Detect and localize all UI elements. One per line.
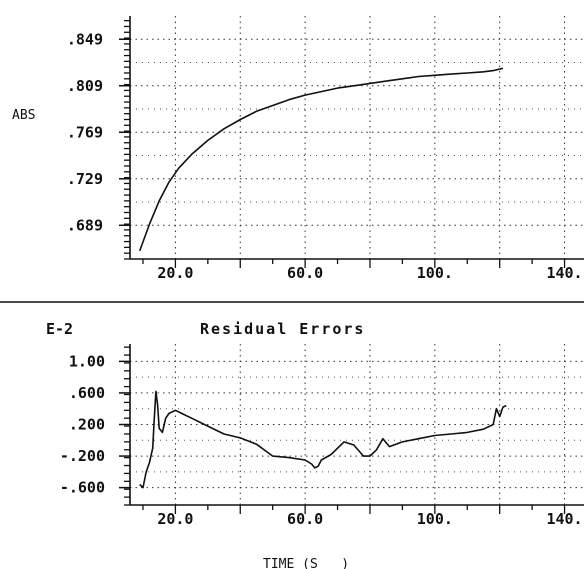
residual-y-axis-label: E-2 [46, 320, 73, 338]
abs-series-line [138, 67, 504, 252]
absorbance-panel: .689 .729 .769 .809 .849 20.0 60.0 100. 140. [67, 16, 584, 282]
residual-y-tick-label: .600 [69, 384, 105, 402]
residual-x-tick-label: 100. [417, 510, 453, 528]
abs-y-tick-label: .769 [67, 123, 103, 141]
abs-y-tick-label: .809 [67, 77, 103, 95]
abs-y-axis-label: ABS [12, 108, 35, 123]
residual-x-tick-label: 140. [546, 510, 582, 528]
residual-y-tick-label: 1.00 [69, 352, 105, 370]
x-axis-label: TIME (S ) [263, 557, 349, 569]
abs-x-tick-label: 140. [546, 264, 582, 282]
residual-y-tick-label: .200 [69, 416, 105, 434]
abs-y-tick-label: .849 [67, 30, 103, 48]
residual-panel: -.600 -.200 .200 .600 1.00 20.0 60.0 100. 140. [60, 344, 584, 528]
residual-series-line [139, 390, 507, 489]
residual-chart-title: Residual Errors [200, 320, 365, 338]
residual-y-tick-label: -.200 [60, 447, 105, 465]
residual-y-tick-label: -.600 [60, 479, 105, 497]
abs-x-tick-label: 20.0 [157, 264, 193, 282]
abs-y-tick-label: .729 [67, 170, 103, 188]
residual-x-tick-label: 20.0 [157, 510, 193, 528]
abs-x-tick-label: 100. [417, 264, 453, 282]
abs-y-tick-label: .689 [67, 216, 103, 234]
residual-x-tick-label: 60.0 [287, 510, 323, 528]
abs-x-tick-label: 60.0 [287, 264, 323, 282]
